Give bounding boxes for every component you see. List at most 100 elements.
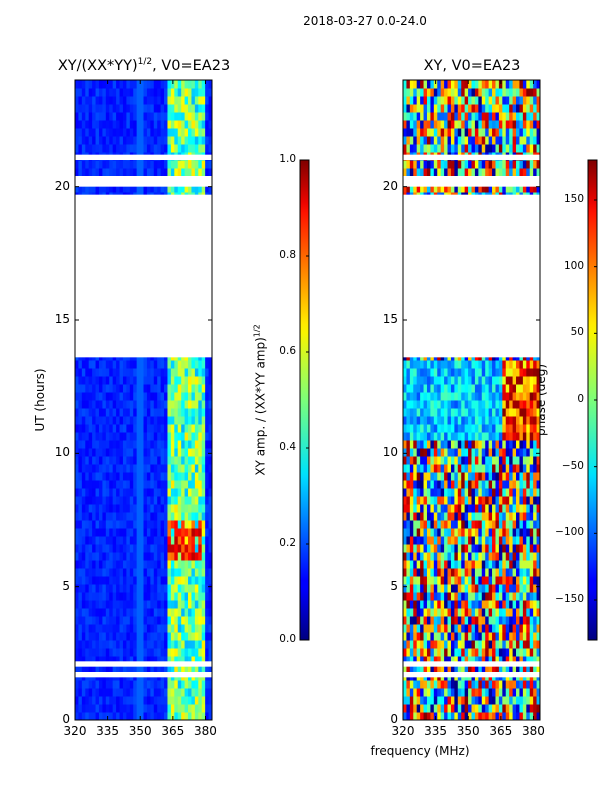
heatmap-cell: [464, 592, 469, 601]
heatmap-cell: [81, 432, 86, 441]
heatmap-cell: [516, 696, 520, 705]
heatmap-cell: [485, 584, 490, 593]
heatmap-cell: [194, 664, 199, 673]
heatmap-cell: [403, 576, 407, 585]
heatmap-cell: [509, 464, 514, 473]
heatmap-cell: [92, 528, 97, 537]
heatmap-cell: [420, 488, 425, 497]
heatmap-cell: [170, 128, 175, 137]
heatmap-cell: [416, 376, 421, 385]
heatmap-cell: [433, 560, 438, 569]
heatmap-cell: [170, 432, 175, 441]
heatmap-cell: [198, 560, 203, 569]
heatmap-cell: [471, 544, 476, 553]
heatmap-cell: [143, 704, 148, 713]
heatmap-cell: [474, 576, 479, 585]
heatmap-cell: [403, 504, 407, 513]
heatmap-cell: [98, 616, 103, 625]
heatmap-cell: [133, 664, 138, 673]
heatmap-cell: [191, 696, 196, 705]
heatmap-cell: [194, 624, 199, 633]
heatmap-cell: [516, 656, 520, 665]
heatmap-cell: [109, 528, 114, 537]
heatmap-cell: [468, 664, 472, 673]
heatmap-cell: [502, 528, 507, 537]
heatmap-cell: [509, 424, 514, 433]
heatmap-cell: [413, 384, 418, 393]
heatmap-cell: [119, 416, 124, 425]
heatmap-cell: [420, 696, 425, 705]
heatmap-cell: [198, 112, 203, 121]
heatmap-cell: [143, 416, 148, 425]
heatmap-cell: [160, 408, 165, 417]
heatmap-cell: [170, 504, 175, 513]
heatmap-cell: [426, 496, 431, 505]
heatmap-cell: [498, 432, 503, 441]
heatmap-cell: [146, 448, 151, 457]
heatmap-cell: [437, 496, 442, 505]
heatmap-cell: [181, 392, 186, 401]
heatmap-cell: [420, 608, 425, 617]
heatmap-cell: [160, 424, 165, 433]
heatmap-cell: [485, 576, 490, 585]
heatmap-cell: [205, 584, 210, 593]
heatmap-cell: [512, 656, 517, 665]
heatmap-cell: [136, 520, 141, 529]
heatmap-cell: [447, 520, 452, 529]
heatmap-cell: [205, 600, 210, 609]
heatmap-cell: [205, 368, 210, 377]
heatmap-cell: [403, 688, 407, 697]
heatmap-cell: [409, 624, 414, 633]
heatmap-cell: [447, 584, 452, 593]
heatmap-cell: [177, 128, 182, 137]
heatmap-cell: [437, 464, 442, 473]
heatmap-cell: [509, 528, 514, 537]
heatmap-cell: [105, 584, 110, 593]
heatmap-cell: [529, 616, 534, 625]
heatmap-cell: [447, 384, 452, 393]
heatmap-cell: [150, 432, 155, 441]
heatmap-cell: [498, 496, 503, 505]
heatmap-cell: [98, 368, 103, 377]
heatmap-cell: [529, 560, 534, 569]
heatmap-cell: [516, 480, 520, 489]
heatmap-cell: [536, 576, 541, 585]
heatmap-cell: [177, 384, 182, 393]
heatmap-cell: [140, 680, 144, 689]
heatmap-cell: [457, 600, 462, 609]
heatmap-cell: [522, 368, 527, 377]
heatmap-cell: [95, 632, 100, 641]
heatmap-cell: [474, 504, 479, 513]
heatmap-cell: [447, 392, 452, 401]
heatmap-cell: [102, 88, 107, 97]
heatmap-cell: [81, 472, 86, 481]
heatmap-cell: [205, 696, 210, 705]
heatmap-cell: [136, 88, 141, 97]
heatmap-cell: [440, 448, 445, 457]
heatmap-cell: [95, 512, 100, 521]
heatmap-cell: [88, 664, 93, 673]
heatmap-cell: [75, 680, 79, 689]
heatmap-cell: [450, 624, 455, 633]
heatmap-cell: [181, 704, 186, 713]
heatmap-cell: [201, 632, 206, 641]
heatmap-cell: [75, 528, 79, 537]
heatmap-cell: [170, 400, 175, 409]
heatmap-cell: [447, 632, 452, 641]
heatmap-cell: [174, 456, 179, 465]
heatmap-cell: [198, 528, 203, 537]
heatmap-cell: [495, 456, 500, 465]
heatmap-cell: [109, 656, 114, 665]
heatmap-cell: [112, 528, 117, 537]
heatmap-cell: [184, 384, 189, 393]
heatmap-cell: [85, 512, 90, 521]
heatmap-cell: [492, 408, 496, 417]
heatmap-cell: [444, 368, 449, 377]
heatmap-cell: [488, 504, 493, 513]
heatmap-cell: [194, 544, 199, 553]
heatmap-cell: [536, 464, 541, 473]
heatmap-cell: [198, 520, 203, 529]
heatmap-cell: [143, 560, 148, 569]
heatmap-cell: [464, 696, 469, 705]
heatmap-cell: [102, 592, 107, 601]
